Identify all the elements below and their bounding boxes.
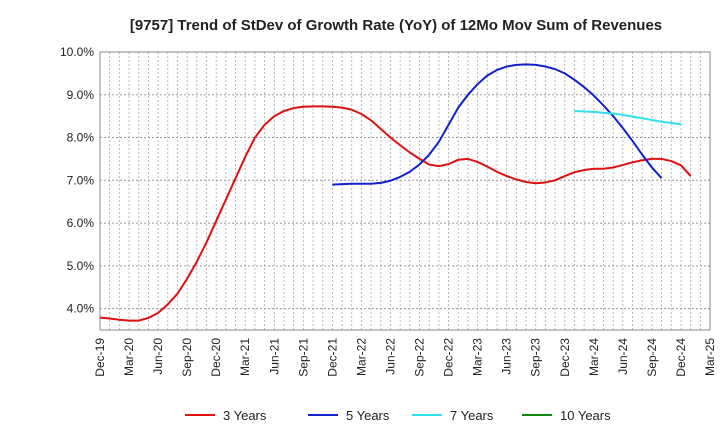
x-tick-label: Sep-23 (529, 338, 543, 377)
grid (100, 51, 710, 330)
plot-frame (99, 51, 711, 331)
x-tick-label: Dec-22 (442, 338, 456, 377)
series-lines (99, 63, 692, 322)
x-tick-label: Dec-19 (93, 338, 107, 377)
x-tick-label: Dec-24 (674, 338, 688, 377)
x-tick-label: Sep-22 (413, 338, 427, 377)
y-tick-label: 5.0% (67, 259, 95, 273)
series-line-5-years (332, 63, 663, 186)
x-tick-label: Mar-20 (122, 338, 136, 376)
legend-label: 3 Years (223, 408, 267, 423)
x-tick-label: Mar-24 (587, 338, 601, 376)
legend-label: 7 Years (450, 408, 494, 423)
x-tick-label: Mar-25 (703, 338, 717, 376)
y-tick-label: 6.0% (67, 216, 95, 230)
x-tick-label: Mar-21 (238, 338, 252, 376)
y-tick-label: 7.0% (67, 173, 95, 187)
y-axis: 4.0% 5.0% 6.0% 7.0% 8.0% 9.0% 10.0% (60, 45, 94, 316)
x-tick-label: Jun-24 (616, 338, 630, 375)
y-tick-label: 10.0% (60, 45, 94, 59)
y-tick-label: 8.0% (67, 131, 95, 145)
x-axis: Dec-19 Mar-20 Jun-20 Sep-20 Dec-20 Mar-21 Jun-… (93, 338, 717, 377)
x-tick-label: Sep-21 (296, 338, 310, 377)
y-tick-label: 4.0% (67, 302, 95, 316)
x-tick-label: Sep-20 (180, 338, 194, 377)
x-tick-label: Mar-22 (354, 338, 368, 376)
legend-label: 5 Years (346, 408, 390, 423)
chart-title: [9757] Trend of StDev of Growth Rate (Yo… (130, 17, 662, 34)
x-tick-label: Dec-21 (325, 338, 339, 377)
x-tick-label: Dec-20 (209, 338, 223, 377)
legend: 3 Years 5 Years 7 Years 10 Years (185, 408, 611, 423)
series-line-7-years (574, 110, 682, 126)
x-tick-label: Jun-21 (267, 338, 281, 375)
x-tick-label: Jun-20 (151, 338, 165, 375)
series-line-3-years (99, 105, 692, 322)
x-tick-label: Dec-23 (558, 338, 572, 377)
x-tick-label: Jun-22 (383, 338, 397, 375)
x-tick-label: Mar-23 (471, 338, 485, 376)
legend-label: 10 Years (560, 408, 611, 423)
x-tick-label: Sep-24 (645, 338, 659, 377)
x-tick-label: Jun-23 (500, 338, 514, 375)
y-tick-label: 9.0% (67, 88, 95, 102)
